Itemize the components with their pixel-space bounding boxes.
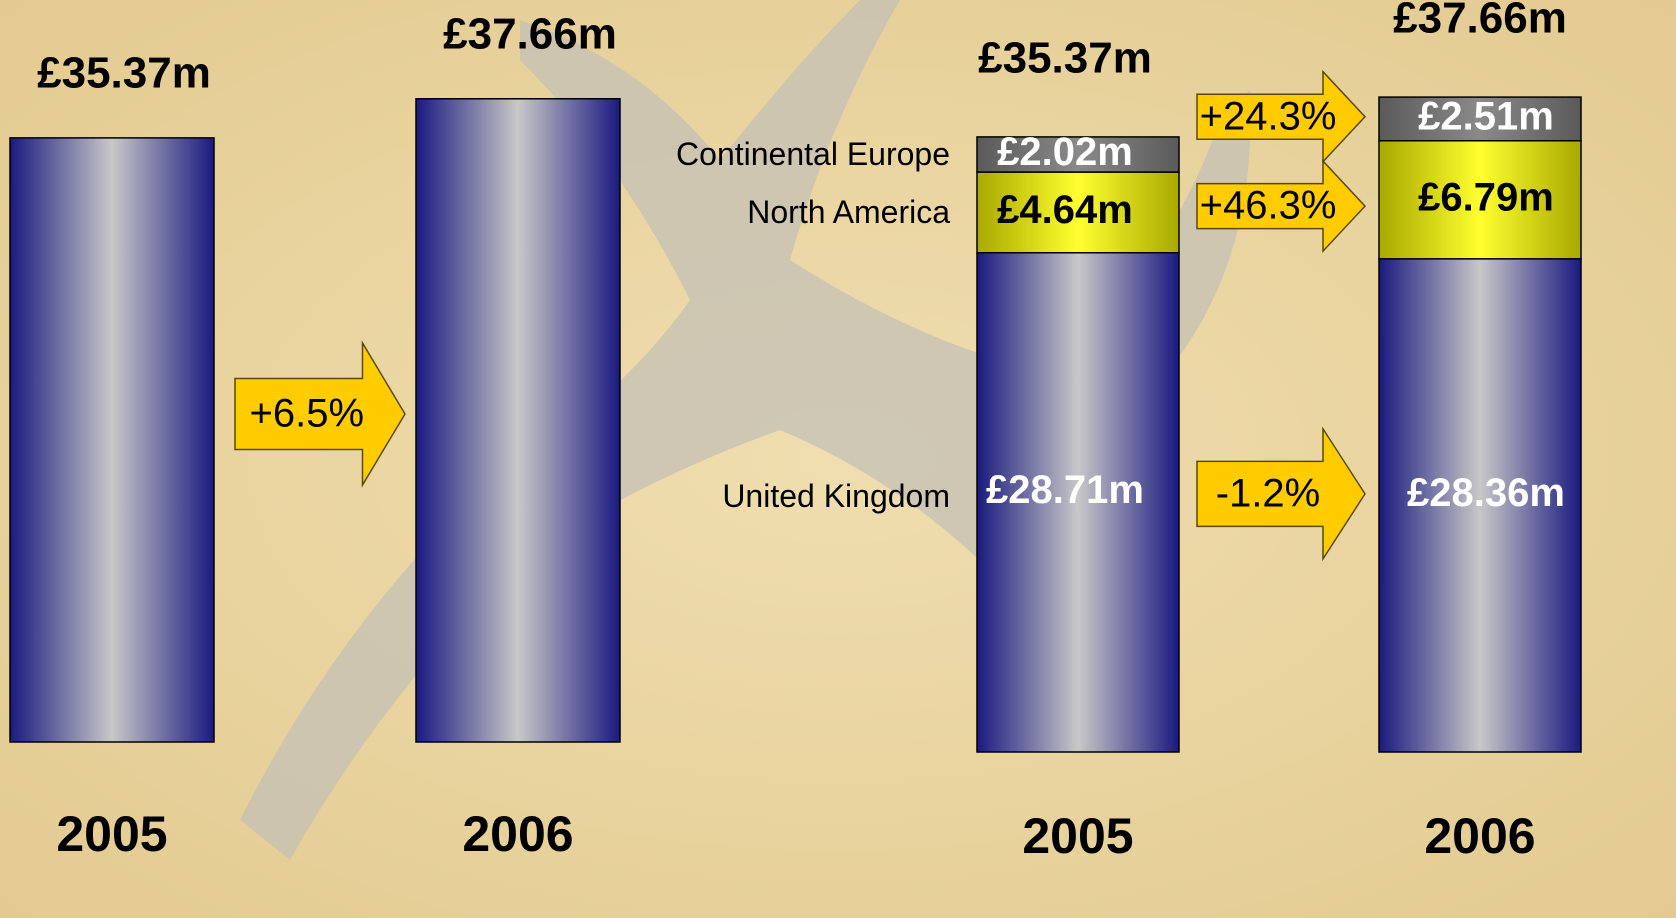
change-arrow-label: +24.3% [1200, 94, 1337, 138]
total-label: £35.37m [978, 34, 1152, 83]
segment-value-label: £28.36m [1407, 471, 1565, 515]
slide: £35.37m 2005 £37.66m 2006 +6.5% £28.71m £4.64m… [0, 0, 1676, 918]
bar [416, 99, 620, 742]
x-tick-label: 2005 [1022, 808, 1133, 864]
segment-value-label: £28.71m [986, 468, 1144, 512]
series-name: Continental Europe [676, 136, 950, 172]
segment-value-label: £2.51m [1418, 94, 1554, 138]
value-label: £35.37m [37, 49, 211, 98]
page: £35.37m 2005 £37.66m 2006 +6.5% £28.71m £4.64m… [0, 0, 1676, 918]
bar [10, 138, 214, 742]
x-tick-label: 2006 [462, 806, 573, 862]
x-tick-label: 2005 [56, 806, 167, 862]
segment-value-label: £4.64m [997, 188, 1133, 232]
series-name: North America [747, 194, 950, 230]
segment-value-label: £6.79m [1418, 175, 1554, 219]
series-name: United Kingdom [722, 478, 950, 514]
x-tick-label: 2006 [1424, 808, 1535, 864]
segment-value-label: £2.02m [997, 130, 1133, 174]
total-label: £37.66m [1393, 0, 1567, 43]
change-arrow-label: -1.2% [1216, 471, 1321, 515]
change-arrow-label: +46.3% [1200, 184, 1337, 228]
change-arrow-label: +6.5% [249, 392, 364, 436]
value-label: £37.66m [443, 9, 617, 58]
